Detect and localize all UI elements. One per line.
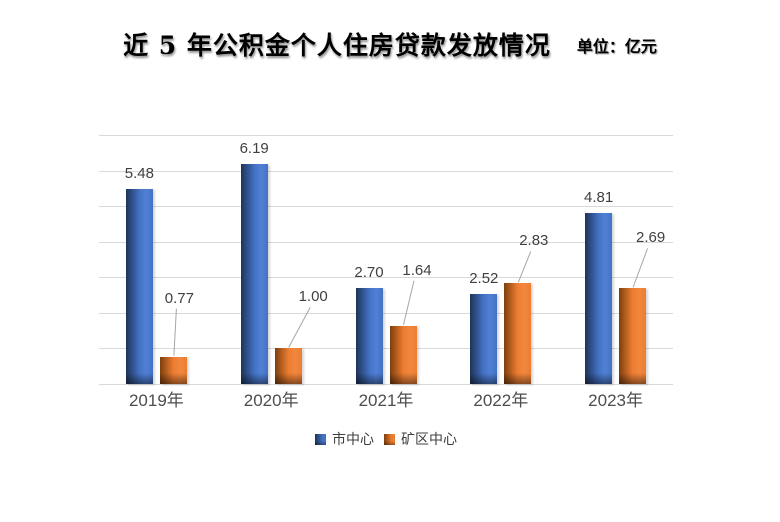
gridline-6: [99, 170, 673, 172]
gridline-3: [99, 277, 673, 279]
data-label-市中心-2023年: 4.81: [583, 188, 614, 206]
gridline-1: [99, 348, 673, 350]
legend-swatch-矿区中心: [384, 433, 395, 445]
gridline-7: [99, 135, 673, 136]
bar-矿区中心-2022年: [504, 283, 532, 384]
bar-矿区中心-2019年: [159, 356, 187, 384]
bar-市中心-2022年: [470, 294, 498, 384]
bar-市中心-2019年: [125, 189, 153, 384]
data-label-市中心-2020年: 6.19: [239, 139, 269, 157]
legend-label-市中心: 市中心: [332, 431, 374, 447]
bar-矿区中心-2020年: [274, 348, 302, 384]
chart-title: 近 5 年公积金个人住房贷款发放情况 单位：亿元: [0, 26, 780, 62]
category-label-2020年: 2020年: [243, 391, 299, 410]
data-label-矿区中心-2020年: 1.00: [298, 288, 328, 306]
gridline-2: [99, 312, 673, 314]
gridline-5: [99, 206, 673, 208]
bar-市中心-2021年: [355, 287, 383, 384]
category-label-2023年: 2023年: [588, 391, 643, 410]
category-label-2022年: 2022年: [473, 391, 529, 410]
data-label-市中心-2022年: 2.52: [469, 270, 499, 288]
legend-swatch-市中心: [315, 433, 326, 445]
gridline-4: [99, 241, 673, 243]
bar-市中心-2020年: [240, 163, 268, 384]
gridline-0: [99, 384, 673, 385]
category-label-2019年: 2019年: [128, 391, 184, 410]
data-label-矿区中心-2019年: 0.77: [164, 289, 194, 307]
legend: 市中心 矿区中心: [99, 429, 673, 449]
data-label-矿区中心-2021年: 1.64: [402, 261, 432, 279]
data-label-市中心-2021年: 2.70: [354, 263, 384, 281]
data-label-矿区中心-2022年: 2.83: [519, 232, 549, 250]
legend-item-矿区中心: 矿区中心: [384, 429, 457, 449]
bar-矿区中心-2023年: [619, 288, 647, 384]
bar-市中心-2023年: [585, 212, 613, 384]
legend-label-矿区中心: 矿区中心: [401, 431, 457, 447]
data-label-市中心-2019年: 5.48: [124, 165, 154, 183]
data-label-矿区中心-2023年: 2.69: [635, 229, 666, 247]
chart-unit-label: 单位：亿元: [576, 37, 657, 56]
bar-矿区中心-2021年: [389, 325, 417, 384]
category-label-2021年: 2021年: [358, 391, 414, 410]
chart-title-text: 近 5 年公积金个人住房贷款发放情况: [123, 31, 551, 60]
legend-item-市中心: 市中心: [315, 429, 374, 449]
